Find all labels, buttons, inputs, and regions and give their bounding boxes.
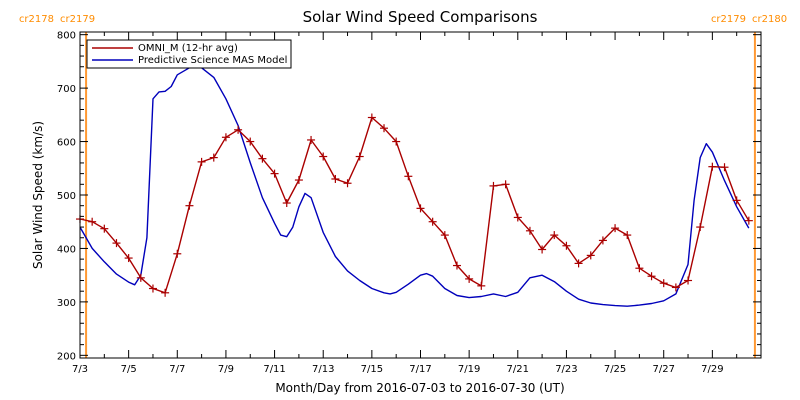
x-axis: 7/3 7/5 7/7 7/9 7/11 7/13 7/15 7/17 7/19 7/21 7/23… bbox=[72, 32, 738, 375]
data-point bbox=[392, 137, 401, 146]
x-tick-label: 7/15 bbox=[361, 364, 383, 375]
data-point bbox=[489, 181, 498, 190]
y-tick-label: 300 bbox=[57, 298, 76, 309]
x-tick-label: 7/25 bbox=[604, 364, 626, 375]
data-point bbox=[355, 152, 364, 161]
legend-box bbox=[86, 39, 292, 69]
data-point bbox=[197, 157, 206, 166]
data-point bbox=[440, 231, 449, 240]
y-tick-label: 400 bbox=[57, 244, 76, 255]
data-point bbox=[148, 284, 157, 293]
data-point bbox=[282, 199, 291, 208]
y-tick-label: 700 bbox=[57, 84, 76, 95]
cr-label-left-1: cr2178 bbox=[19, 14, 54, 25]
series-line-1 bbox=[79, 67, 750, 307]
data-point bbox=[416, 204, 425, 213]
legend-label-mas: Predictive Science MAS Model bbox=[138, 55, 287, 66]
data-point bbox=[100, 224, 109, 233]
series-layer bbox=[76, 67, 753, 307]
data-point bbox=[173, 249, 182, 258]
cr-label-right-2: cr2180 bbox=[752, 14, 787, 25]
carrington-lines bbox=[85, 32, 756, 358]
data-point bbox=[647, 272, 656, 281]
data-point bbox=[744, 216, 753, 225]
data-point bbox=[525, 226, 534, 235]
data-point bbox=[732, 196, 741, 205]
x-axis-label: Month/Day from 2016-07-03 to 2016-07-30 … bbox=[275, 381, 564, 395]
data-point bbox=[234, 125, 243, 134]
data-point bbox=[88, 217, 97, 226]
data-point bbox=[209, 153, 218, 162]
x-tick-label: 7/19 bbox=[458, 364, 480, 375]
data-point bbox=[671, 283, 680, 292]
data-point bbox=[574, 259, 583, 268]
data-point bbox=[501, 180, 510, 189]
data-point bbox=[720, 163, 729, 172]
x-tick-label: 7/7 bbox=[169, 364, 185, 375]
data-point bbox=[428, 217, 437, 226]
chart-title: Solar Wind Speed Comparisons bbox=[303, 8, 538, 26]
x-tick-label: 7/29 bbox=[701, 364, 723, 375]
data-point bbox=[380, 124, 389, 133]
data-point bbox=[331, 174, 340, 183]
x-tick-label: 7/17 bbox=[409, 364, 431, 375]
data-point bbox=[294, 176, 303, 185]
data-point bbox=[623, 231, 632, 240]
data-point bbox=[124, 254, 133, 263]
x-tick-label: 7/5 bbox=[121, 364, 137, 375]
data-point bbox=[550, 231, 559, 240]
y-tick-label: 500 bbox=[57, 191, 76, 202]
data-point bbox=[246, 137, 255, 146]
x-tick-label: 7/23 bbox=[555, 364, 577, 375]
series-line-0 bbox=[79, 116, 750, 294]
data-point bbox=[307, 135, 316, 144]
x-tick-label: 7/11 bbox=[263, 364, 285, 375]
data-point bbox=[477, 281, 486, 290]
y-tick-label: 800 bbox=[57, 31, 76, 42]
data-point bbox=[270, 169, 279, 178]
x-tick-label: 7/9 bbox=[218, 364, 234, 375]
data-point bbox=[319, 152, 328, 161]
data-point bbox=[258, 154, 267, 163]
data-point bbox=[635, 264, 644, 273]
y-tick-label: 600 bbox=[57, 138, 76, 149]
data-point bbox=[136, 273, 145, 282]
data-point bbox=[343, 179, 352, 188]
data-point bbox=[452, 261, 461, 270]
y-axis-label: Solar Wind Speed (km/s) bbox=[31, 121, 45, 269]
data-point bbox=[611, 224, 620, 233]
data-point bbox=[598, 236, 607, 245]
data-point bbox=[221, 133, 230, 142]
x-tick-label: 7/21 bbox=[507, 364, 529, 375]
data-point bbox=[586, 251, 595, 260]
plot-frame bbox=[79, 31, 762, 359]
data-point bbox=[367, 113, 376, 122]
data-point bbox=[562, 241, 571, 250]
data-point bbox=[185, 201, 194, 210]
legend-label-omni: OMNI_M (12-hr avg) bbox=[138, 43, 238, 54]
x-tick-label: 7/27 bbox=[652, 364, 674, 375]
data-point bbox=[465, 274, 474, 283]
data-point bbox=[659, 279, 668, 288]
legend: OMNI_M (12-hr avg) Predictive Science MA… bbox=[86, 39, 292, 69]
cr-label-left-2: cr2179 bbox=[711, 14, 746, 25]
data-point bbox=[161, 288, 170, 297]
data-point bbox=[538, 245, 547, 254]
data-point bbox=[708, 162, 717, 171]
data-point bbox=[404, 172, 413, 181]
data-point bbox=[684, 276, 693, 285]
x-tick-label: 7/13 bbox=[312, 364, 334, 375]
y-tick-label: 200 bbox=[57, 351, 76, 362]
x-tick-label: 7/3 bbox=[72, 364, 88, 375]
y-axis: 200 300 400 500 600 700 800 bbox=[57, 31, 761, 362]
data-point bbox=[513, 213, 522, 222]
data-point bbox=[112, 239, 121, 248]
data-point bbox=[696, 223, 705, 232]
cr-label-right-1: cr2179 bbox=[60, 14, 95, 25]
